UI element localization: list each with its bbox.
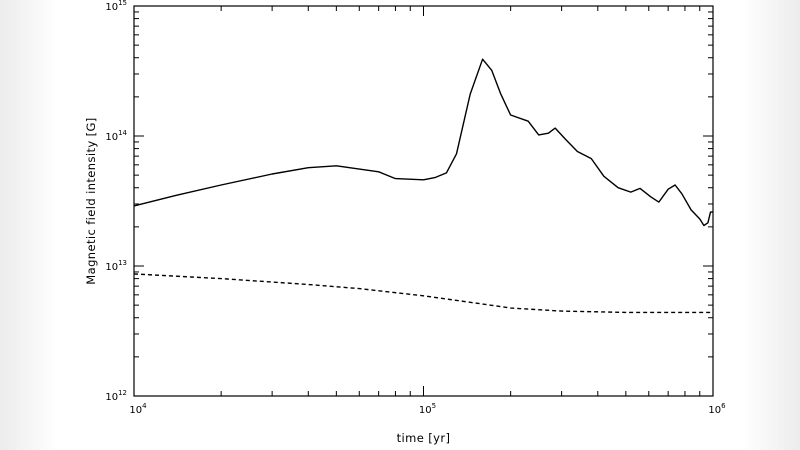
tick-labels: 104 105 106 1012 1013 1014 1015 bbox=[105, 0, 726, 416]
series-layer bbox=[133, 58, 713, 314]
y-tick-label: 1014 bbox=[105, 129, 127, 143]
x-tick-label: 105 bbox=[419, 402, 436, 416]
dashed-series-line bbox=[133, 273, 713, 314]
solid-series-line bbox=[133, 58, 713, 227]
y-tick-label: 1012 bbox=[105, 389, 127, 403]
left-background-fade bbox=[0, 0, 58, 450]
y-tick-label: 1015 bbox=[105, 0, 127, 13]
y-tick-label: 1013 bbox=[105, 259, 127, 273]
y-axis-title: Magnetic field intensity [G] bbox=[84, 117, 98, 284]
right-background-fade bbox=[742, 0, 800, 450]
x-tick-label: 106 bbox=[708, 402, 726, 416]
axis-ticks bbox=[133, 6, 713, 397]
plot-area-frame bbox=[133, 5, 714, 397]
x-tick-label: 104 bbox=[129, 402, 147, 416]
x-axis-title: time [yr] bbox=[397, 431, 451, 445]
